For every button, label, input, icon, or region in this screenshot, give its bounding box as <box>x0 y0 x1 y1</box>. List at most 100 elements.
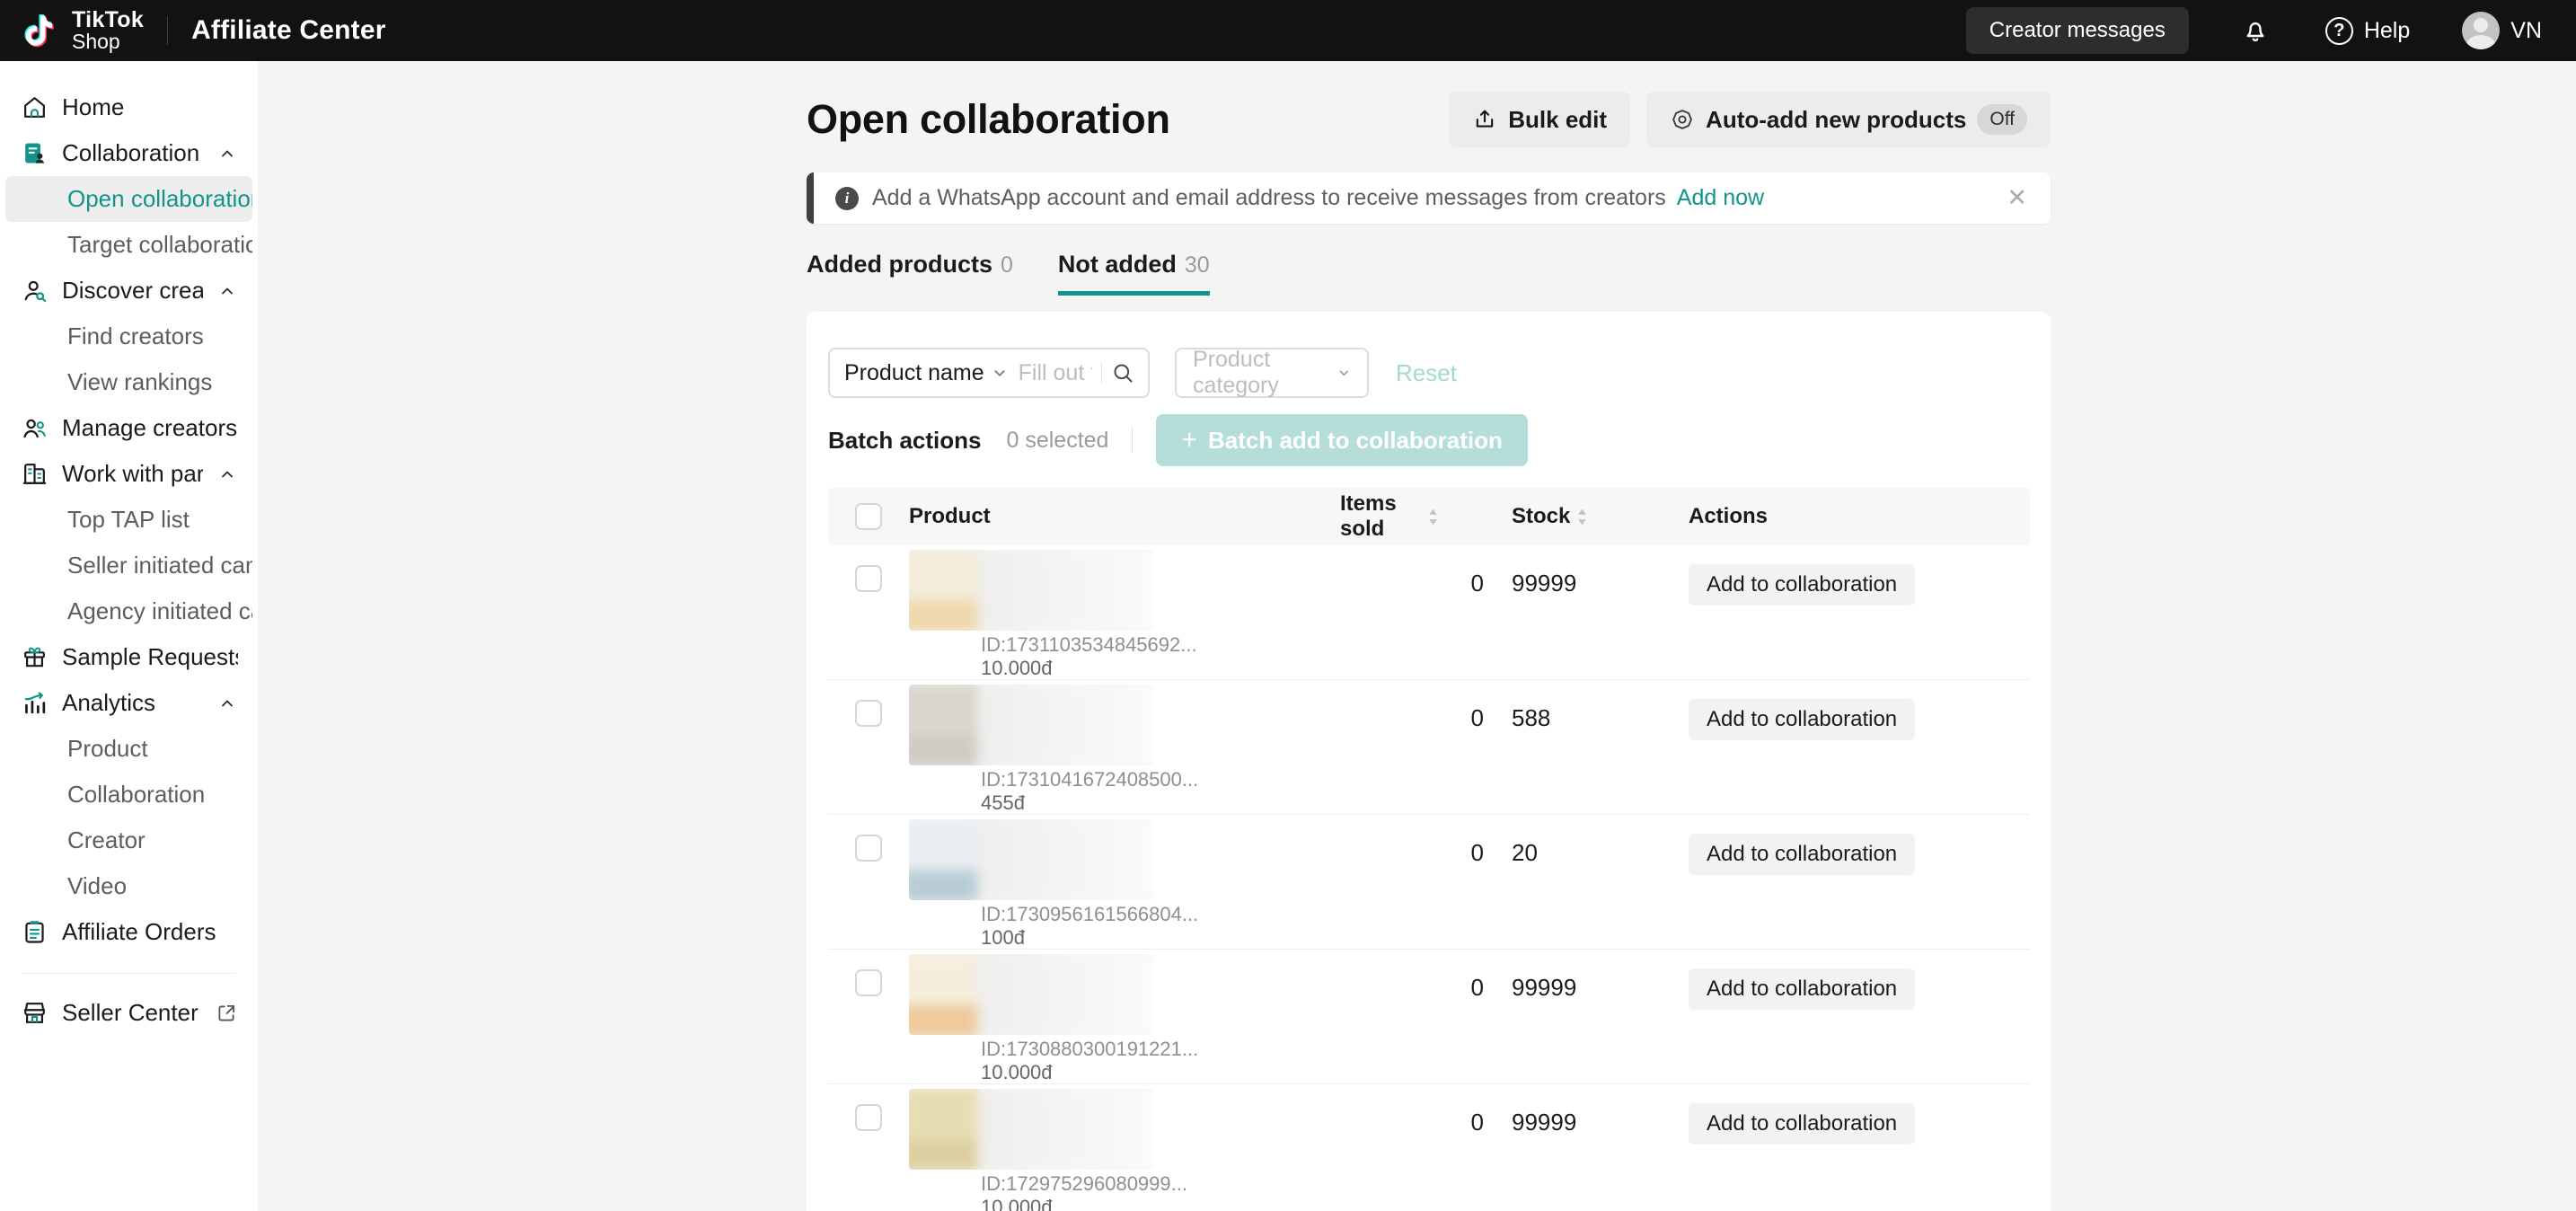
sidebar-item-seller-center[interactable]: Seller Center <box>0 990 258 1036</box>
sidebar-item-creator[interactable]: Creator <box>67 826 146 853</box>
tiktok-note-icon <box>24 14 54 48</box>
tabs: Added products 0 Not added 30 <box>807 251 2051 296</box>
sidebar-item-view-rankings[interactable]: View rankings <box>67 368 213 395</box>
table-header: Product Items sold Stock Actions <box>828 488 2030 545</box>
tab-not-added[interactable]: Not added 30 <box>1057 251 1210 296</box>
add-to-collaboration-button[interactable]: Add to collaboration <box>1689 699 1916 740</box>
table-row: ID:1730956161566804... 100đ 0 20 Add to … <box>828 815 2030 950</box>
sidebar-item-open-collaboration[interactable]: Open collaboration <box>5 176 252 222</box>
sidebar-item-target-collaboration[interactable]: Target collaboration <box>67 231 252 258</box>
sidebar-item-label: Affiliate Orders <box>62 918 216 945</box>
sidebar-item-affiliate-orders[interactable]: Affiliate Orders <box>0 909 258 955</box>
sidebar-item-discover-creators[interactable]: Discover creators <box>0 268 258 314</box>
chevron-up-icon[interactable] <box>216 280 238 302</box>
column-items-sold[interactable]: Items sold <box>1340 491 1484 542</box>
select-all-checkbox[interactable] <box>855 503 882 530</box>
sidebar-item-product[interactable]: Product <box>67 735 148 762</box>
creator-messages-button[interactable]: Creator messages <box>1965 7 2189 54</box>
row-checkbox[interactable] <box>855 1104 882 1131</box>
row-checkbox[interactable] <box>855 565 882 592</box>
sidebar-item-seller-initiated-campaig[interactable]: Seller initiated campaig... <box>67 552 252 579</box>
items-sold-value: 0 <box>1470 704 1484 731</box>
sidebar-item-manage-creators[interactable]: Manage creators <box>0 405 258 451</box>
row-checkbox[interactable] <box>855 700 882 727</box>
sidebar: Home Collaboration Open collaboration Targe… <box>0 61 258 1211</box>
tab-count: 30 <box>1184 252 1210 278</box>
sort-icon[interactable] <box>1427 508 1439 526</box>
banner-message: Add a WhatsApp account and email address… <box>872 185 1666 210</box>
column-product: Product <box>909 504 991 528</box>
batch-button-label: Batch add to collaboration <box>1208 426 1503 454</box>
banner-close-icon[interactable]: ✕ <box>2007 184 2027 211</box>
discover-creators-icon <box>21 277 49 305</box>
sidebar-item-label: Work with partners <box>62 460 203 487</box>
sidebar-item-top-tap-list[interactable]: Top TAP list <box>67 506 190 533</box>
bulk-edit-button[interactable]: Bulk edit <box>1449 92 1631 147</box>
sidebar-item-find-creators[interactable]: Find creators <box>67 323 204 349</box>
whatsapp-banner: i Add a WhatsApp account and email addre… <box>807 172 2051 224</box>
sidebar-item-home[interactable]: Home <box>0 84 258 130</box>
items-sold-value: 0 <box>1470 1109 1484 1136</box>
add-now-link[interactable]: Add now <box>1676 185 1765 210</box>
sidebar-item-collaboration[interactable]: Collaboration <box>0 130 258 176</box>
user-menu[interactable]: VN <box>2462 12 2542 49</box>
search-field-selector[interactable]: Product name <box>844 360 1010 386</box>
product-image <box>909 1089 1153 1170</box>
affiliate-orders-icon <box>21 918 49 946</box>
tab-count: 0 <box>1001 252 1013 278</box>
work-with-partners-icon <box>21 460 49 488</box>
upload-icon <box>1477 110 1494 128</box>
logo-text-tiktok: TikTok <box>72 7 145 32</box>
help-button[interactable]: ? Help <box>2325 16 2411 45</box>
sort-icon[interactable] <box>1576 508 1588 526</box>
auto-add-new-products-button[interactable]: Auto-add new products Off <box>1646 92 2051 147</box>
chevron-up-icon[interactable] <box>216 464 238 485</box>
product-id: ID:172975296080999... <box>981 1172 1187 1195</box>
reset-link[interactable]: Reset <box>1396 358 1457 386</box>
sidebar-item-collaboration[interactable]: Collaboration <box>67 781 206 808</box>
tiktok-shop-logo[interactable]: TikTok Shop <box>22 9 144 52</box>
table-row: ID:1731041672408500... 455đ 0 588 Add to… <box>828 680 2030 815</box>
row-checkbox[interactable] <box>855 835 882 862</box>
product-image <box>909 954 1153 1035</box>
sidebar-item-label: Seller Center <box>62 999 198 1026</box>
add-to-collaboration-button[interactable]: Add to collaboration <box>1689 968 1916 1010</box>
notifications-bell-icon[interactable] <box>2241 16 2270 45</box>
app-title: Affiliate Center <box>191 15 386 45</box>
logo-text-shop: Shop <box>72 30 120 53</box>
search-field-label: Product name <box>844 359 984 385</box>
chevron-down-icon <box>1340 370 1349 376</box>
sidebar-item-agency-initiated-campai[interactable]: Agency initiated campai... <box>67 597 252 624</box>
product-id: ID:1731103534845692... <box>981 633 1197 656</box>
input-separator <box>1101 363 1102 383</box>
column-stock[interactable]: Stock <box>1484 504 1686 529</box>
chevron-down-icon <box>994 370 1005 376</box>
sidebar-item-work-with-partners[interactable]: Work with partners <box>0 451 258 497</box>
product-price: 10.000đ <box>981 657 1053 679</box>
batch-actions-label: Batch actions <box>828 426 982 454</box>
batch-add-to-collaboration-button[interactable]: + Batch add to collaboration <box>1156 414 1528 466</box>
products-card: Product name Fill out this field Product… <box>807 312 2051 1211</box>
sidebar-item-video[interactable]: Video <box>67 872 128 899</box>
add-to-collaboration-button[interactable]: Add to collaboration <box>1689 1103 1916 1145</box>
row-checkbox[interactable] <box>855 969 882 996</box>
tab-label: Not added <box>1057 251 1177 278</box>
batch-divider <box>1132 428 1134 453</box>
help-label: Help <box>2363 17 2411 43</box>
chevron-up-icon[interactable] <box>216 143 238 164</box>
search-input[interactable]: Fill out this field <box>1018 359 1092 385</box>
stock-value: 99999 <box>1512 974 1577 1001</box>
product-category-select[interactable]: Product category <box>1175 347 1369 398</box>
items-sold-value: 0 <box>1470 570 1484 597</box>
sidebar-item-analytics[interactable]: Analytics <box>0 680 258 726</box>
add-to-collaboration-button[interactable]: Add to collaboration <box>1689 834 1916 875</box>
home-icon <box>21 93 49 121</box>
add-to-collaboration-button[interactable]: Add to collaboration <box>1689 564 1916 606</box>
chevron-up-icon[interactable] <box>216 693 238 714</box>
product-image <box>909 685 1153 765</box>
sidebar-item-sample-requests[interactable]: Sample Requests <box>0 634 258 680</box>
tab-added-products[interactable]: Added products 0 <box>807 251 1013 296</box>
sidebar-item-label: Sample Requests <box>62 643 238 670</box>
auto-add-state-badge: Off <box>1977 104 2027 135</box>
search-icon[interactable] <box>1111 361 1135 385</box>
